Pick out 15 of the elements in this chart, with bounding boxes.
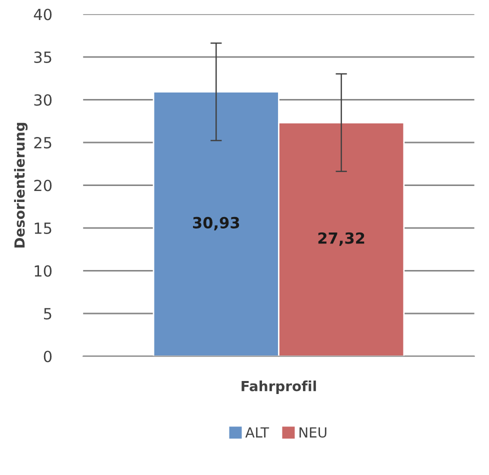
y-tick-label: 20 (34, 180, 52, 192)
legend-label: NEU (300, 427, 326, 438)
y-tick-label: 35 (34, 51, 52, 64)
y-tick-label: 30 (34, 94, 52, 106)
y-tick-label: 10 (34, 265, 52, 277)
y-tick-label: 40 (34, 8, 52, 20)
y-tick-label: 0 (44, 350, 52, 362)
y-tick-label: 5 (44, 308, 52, 320)
y-tick-label: 25 (34, 136, 52, 149)
y-tick-label: 15 (34, 222, 52, 234)
x-axis-title: Fahrprofil (242, 380, 316, 394)
legend-label: ALT (245, 427, 270, 438)
data-label: 30,93 (193, 216, 240, 230)
y-axis-title: Desorientierung (14, 122, 28, 248)
data-label: 27,32 (318, 232, 364, 246)
